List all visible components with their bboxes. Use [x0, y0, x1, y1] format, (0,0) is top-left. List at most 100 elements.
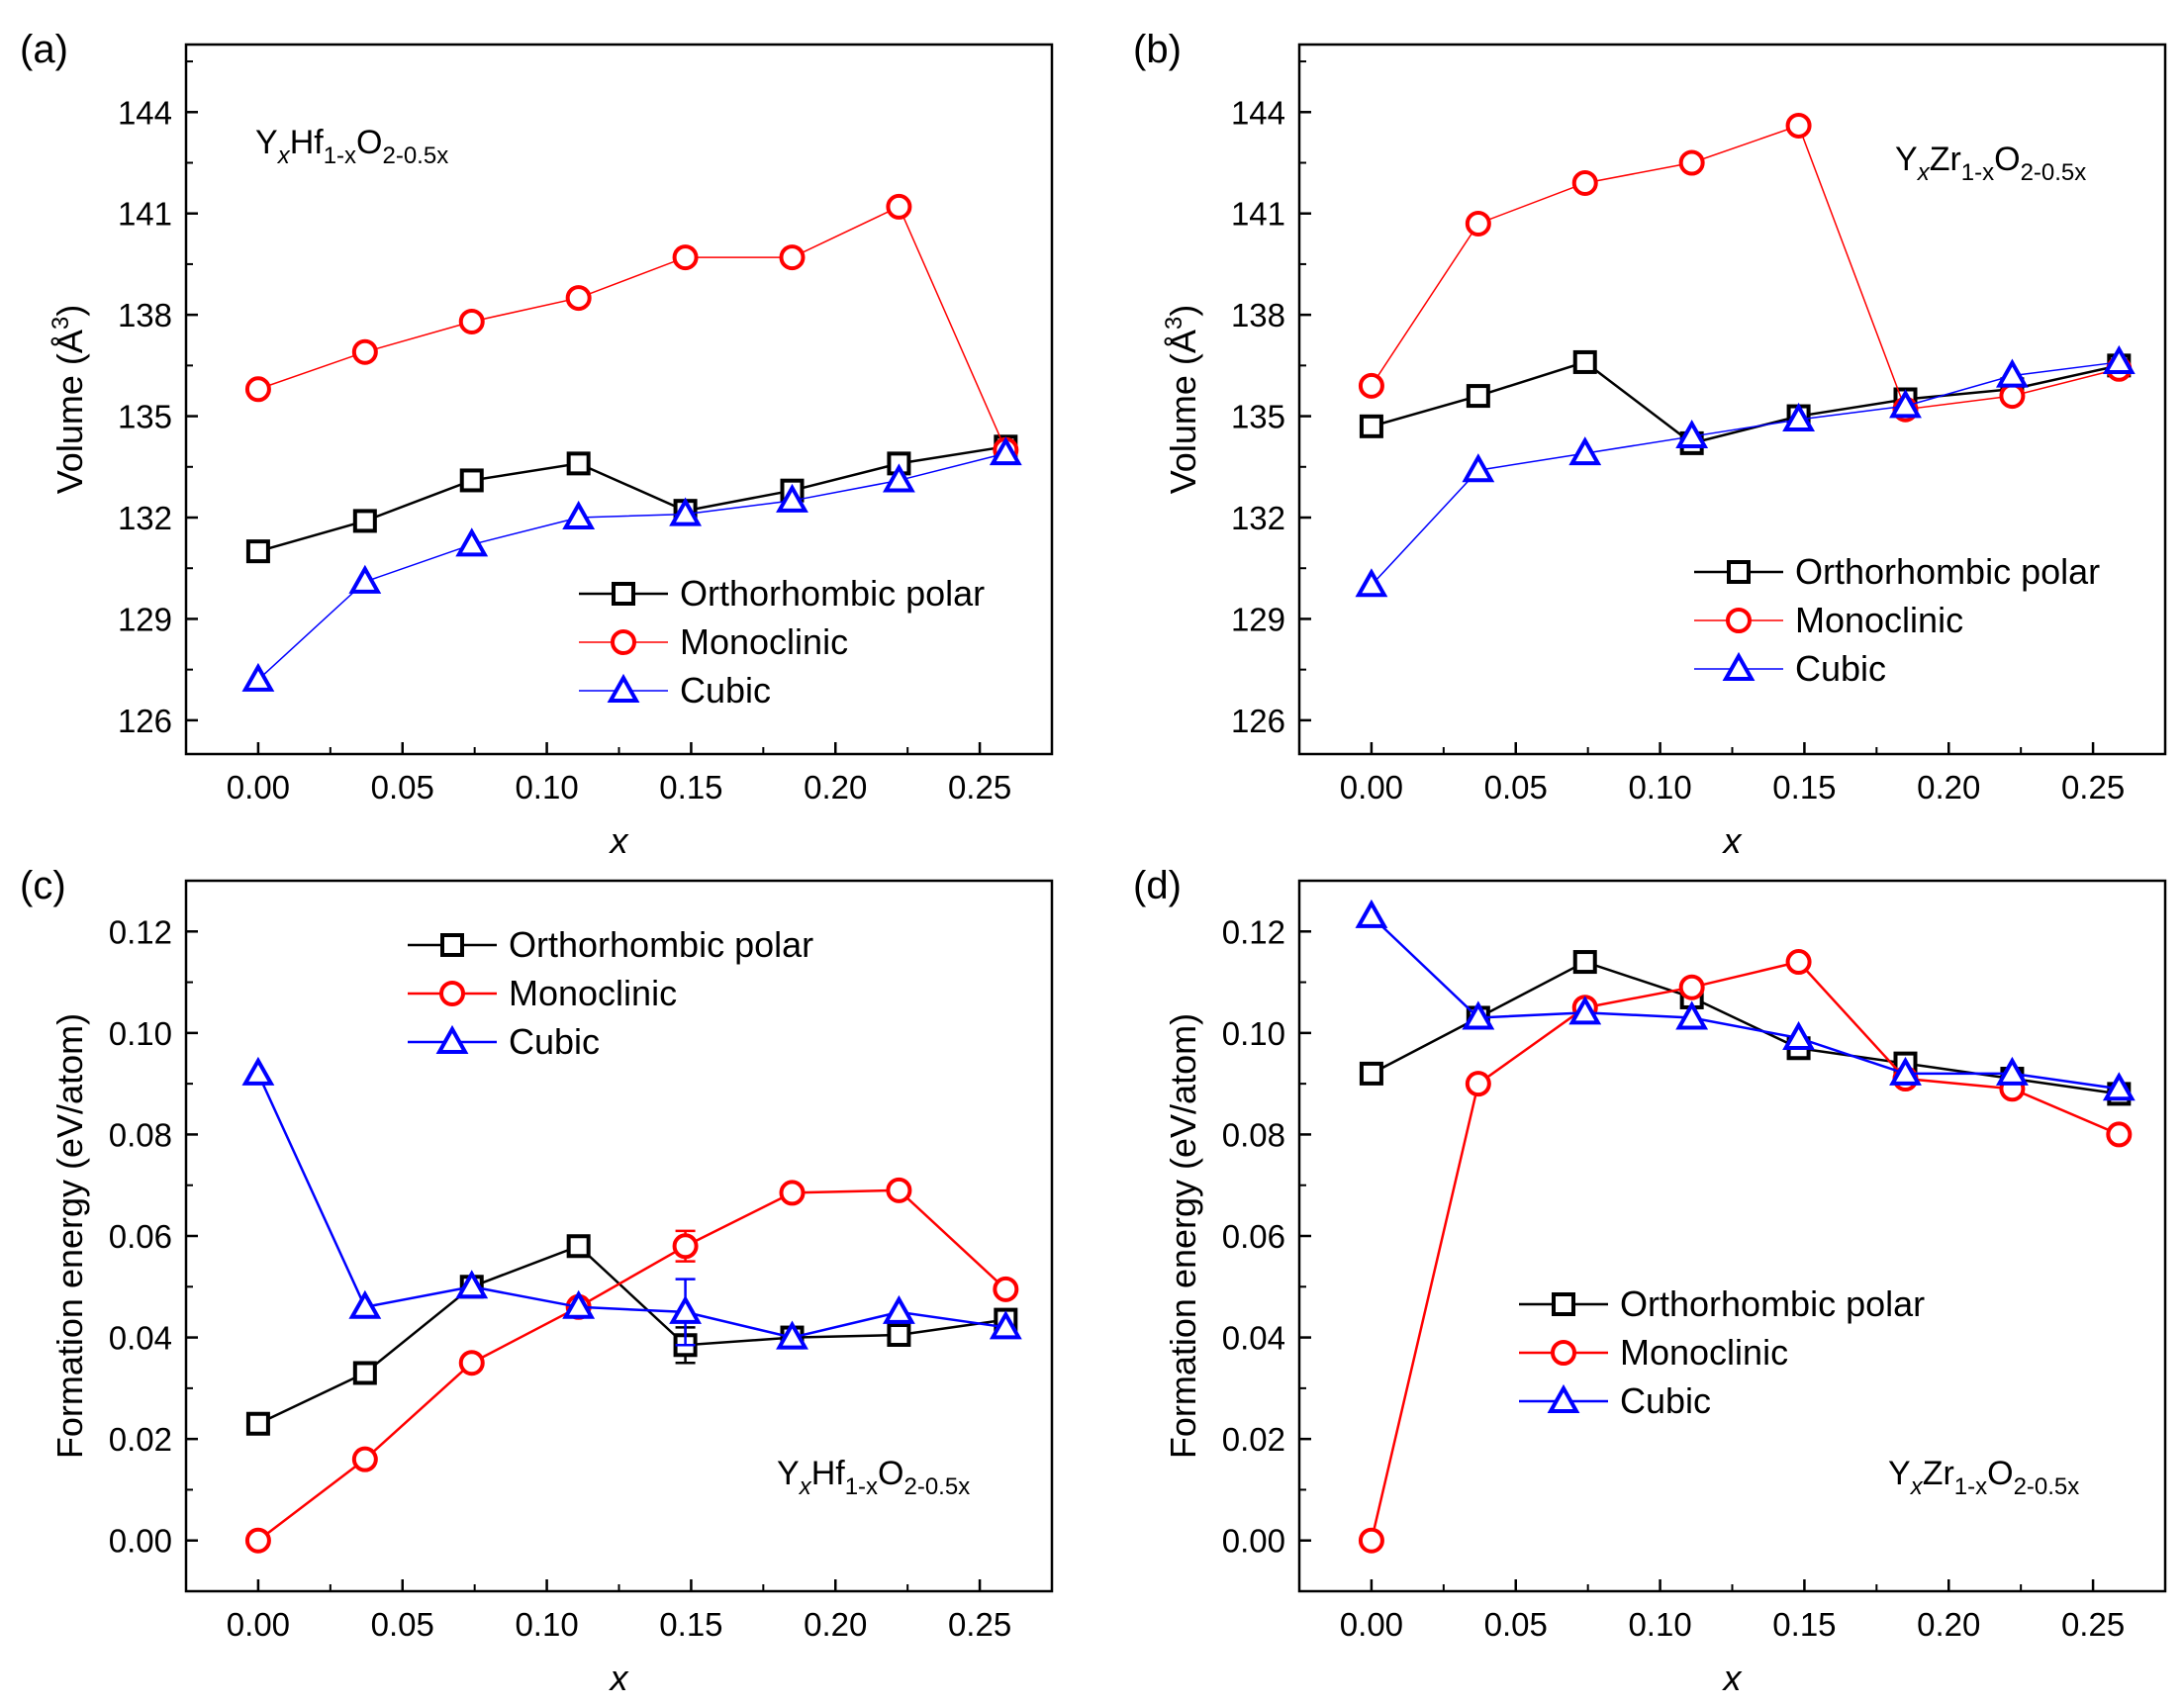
legend-marker — [1722, 651, 1756, 681]
panel-label: (d) — [1133, 864, 1182, 907]
y-tick-label: 0.08 — [1222, 1116, 1285, 1153]
y-tick-label: 138 — [118, 297, 172, 333]
series-line — [257, 445, 1006, 553]
data-point — [1995, 1056, 2029, 1086]
formula-base: O — [878, 1455, 903, 1492]
series-line — [1371, 361, 2120, 586]
data-point — [1889, 1056, 1922, 1086]
data-point — [1782, 402, 1816, 431]
legend-label: Cubic — [1620, 1380, 1711, 1421]
data-point — [458, 308, 485, 334]
x-tick-label: 0.10 — [515, 769, 578, 806]
x-tick-label: 0.00 — [227, 769, 290, 806]
data-point — [1358, 372, 1384, 399]
formula-base: Y — [255, 124, 278, 161]
x-axis-label: x — [609, 1658, 630, 1698]
legend-label: Monoclinic — [509, 973, 677, 1013]
x-tick-label: 0.10 — [515, 1606, 578, 1643]
formula-sub: 2-0.5x — [2014, 1473, 2080, 1500]
data-point — [1572, 349, 1597, 374]
data-point — [244, 376, 271, 403]
y-axis-label-end: ) — [1163, 305, 1203, 317]
x-tick-label: 0.10 — [1628, 1606, 1691, 1643]
y-tick-label: 0.06 — [1222, 1218, 1285, 1255]
y-tick-label: 135 — [118, 399, 172, 435]
data-point — [993, 1276, 1019, 1302]
series-line — [256, 1073, 1006, 1339]
data-point — [1465, 210, 1491, 237]
data-point — [1572, 950, 1597, 975]
data-point — [1465, 1071, 1491, 1097]
data-point — [458, 1350, 485, 1376]
data-point — [352, 1361, 377, 1385]
formula-sub: 2-0.5x — [903, 1473, 970, 1500]
y-tick-label: 0.12 — [1222, 913, 1285, 950]
panel-label: (b) — [1133, 28, 1182, 71]
data-point — [886, 193, 912, 220]
data-point — [989, 1310, 1022, 1340]
data-point — [779, 1180, 806, 1206]
legend-marker — [1551, 1340, 1576, 1366]
x-tick-label: 0.25 — [2061, 769, 2125, 806]
data-point — [1999, 383, 2026, 410]
y-tick-label: 0.10 — [1222, 1015, 1285, 1052]
x-axis-label: x — [1722, 1658, 1744, 1698]
legend-label: Cubic — [509, 1021, 600, 1062]
series-circle — [244, 193, 1019, 463]
legend: Orthorhombic polar Monoclinic Cubic — [579, 573, 985, 711]
y-tick-label: 0.10 — [109, 1015, 172, 1052]
formula-annotation: YxHf1-xO2-0.5x — [777, 1455, 970, 1500]
formula-base: Hf — [811, 1455, 846, 1492]
legend-marker — [1552, 1292, 1575, 1316]
formula-sub: x — [277, 142, 291, 169]
legend-label: Monoclinic — [680, 621, 848, 662]
series-line — [257, 1188, 1007, 1542]
series-line — [1370, 960, 2120, 1541]
y-tick-label: 0.02 — [109, 1421, 172, 1458]
x-tick-label: 0.05 — [371, 1606, 434, 1643]
series-line — [257, 1244, 1006, 1425]
series-line — [1371, 124, 2120, 411]
series-circle — [1358, 112, 2133, 423]
data-point — [455, 527, 489, 557]
x-tick-label: 0.15 — [659, 769, 722, 806]
formula-base: O — [356, 124, 382, 161]
formula-base: Zr — [1923, 1455, 1954, 1492]
legend-label: Orthorhombic polar — [680, 573, 985, 614]
y-axis-label-sup: 3 — [1161, 317, 1187, 330]
x-tick-label: 0.00 — [227, 1606, 290, 1643]
legend-label: Monoclinic — [1795, 600, 1963, 640]
x-tick-label: 0.25 — [948, 1606, 1011, 1643]
data-point — [348, 1289, 382, 1319]
data-point — [1571, 169, 1598, 196]
data-point — [887, 1323, 911, 1348]
data-point — [1678, 149, 1705, 176]
data-point — [1462, 453, 1495, 483]
formula-base: Y — [777, 1455, 800, 1492]
data-point — [1675, 1000, 1709, 1030]
x-tick-label: 0.25 — [948, 769, 1011, 806]
data-point — [2106, 1121, 2133, 1148]
legend-label: Cubic — [1795, 648, 1886, 689]
formula-sub: x — [1910, 1473, 1924, 1500]
legend-label: Cubic — [680, 670, 771, 711]
y-axis-label-end: ) — [49, 305, 90, 317]
x-tick-label: 0.05 — [1484, 1606, 1548, 1643]
x-tick-label: 0.20 — [1917, 769, 1980, 806]
formula-sub: x — [1917, 159, 1931, 186]
formula-annotation: YxZr1-xO2-0.5x — [1895, 141, 2086, 186]
data-point — [566, 1234, 591, 1259]
y-tick-label: 129 — [1231, 601, 1285, 637]
series-line — [1371, 360, 2120, 445]
formula-annotation: YxHf1-xO2-0.5x — [255, 124, 448, 169]
legend-marker — [1726, 608, 1752, 633]
data-point — [669, 1294, 703, 1324]
formula-sub: 2-0.5x — [382, 142, 448, 169]
plot-frame — [1297, 43, 2167, 756]
legend: Orthorhombic polar Monoclinic Cubic — [1694, 551, 2100, 689]
series-line — [257, 452, 1006, 681]
x-tick-label: 0.10 — [1628, 769, 1691, 806]
data-point — [351, 338, 378, 365]
data-point — [245, 539, 270, 564]
